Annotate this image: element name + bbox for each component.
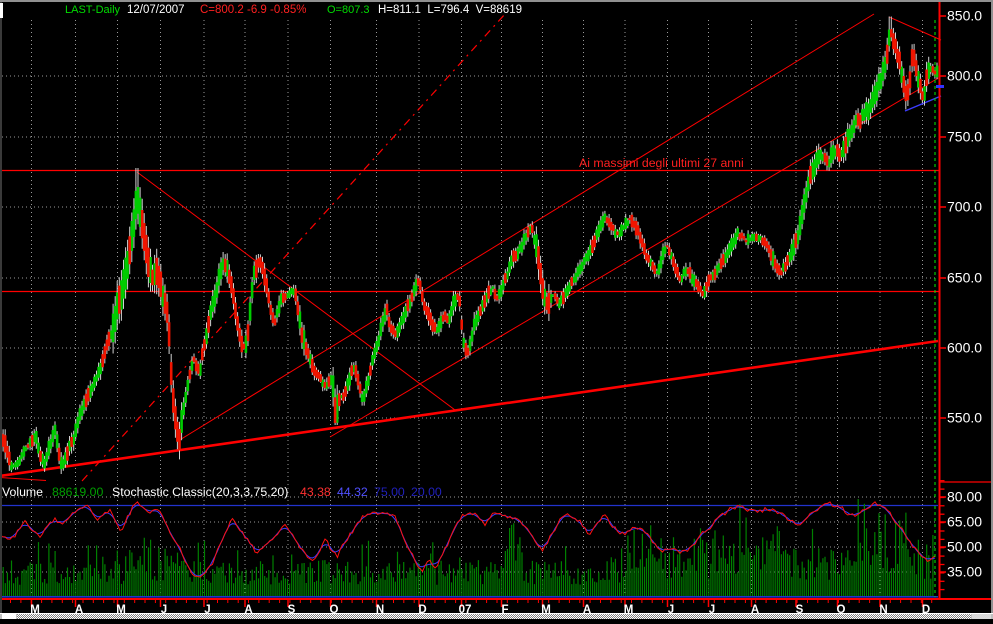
svg-text:M: M bbox=[30, 604, 40, 616]
svg-text:44.32: 44.32 bbox=[337, 485, 368, 499]
svg-text:Ai massimi degli ultimi 27 ann: Ai massimi degli ultimi 27 anni bbox=[579, 156, 744, 170]
svg-text:N: N bbox=[376, 604, 384, 616]
svg-text:F: F bbox=[501, 604, 508, 616]
svg-text:Stochastic Classic(20,3,3,75,2: Stochastic Classic(20,3,3,75,20) bbox=[112, 485, 288, 499]
svg-text:J: J bbox=[709, 604, 715, 616]
svg-text:88619.00: 88619.00 bbox=[52, 485, 103, 499]
svg-text:65.00: 65.00 bbox=[947, 514, 982, 530]
svg-text:O: O bbox=[330, 604, 339, 616]
svg-text:A: A bbox=[244, 604, 252, 616]
svg-text:Volume: Volume bbox=[2, 485, 43, 499]
svg-text:O: O bbox=[837, 604, 846, 616]
svg-text:800.0: 800.0 bbox=[947, 68, 982, 84]
svg-text:750.0: 750.0 bbox=[947, 129, 982, 145]
svg-text:600.0: 600.0 bbox=[947, 340, 982, 356]
svg-text:850.0: 850.0 bbox=[947, 8, 982, 24]
svg-text:C=800.2 -6.9 -0.85%: C=800.2 -6.9 -0.85% bbox=[200, 4, 306, 16]
svg-text:12/07/2007: 12/07/2007 bbox=[127, 4, 185, 16]
svg-text:43.38: 43.38 bbox=[300, 485, 331, 499]
svg-text:M: M bbox=[116, 604, 126, 616]
svg-text:75.00: 75.00 bbox=[374, 485, 405, 499]
svg-text:A: A bbox=[583, 604, 591, 616]
svg-text:A: A bbox=[75, 604, 83, 616]
svg-text:700.0: 700.0 bbox=[947, 199, 982, 215]
svg-text:50.00: 50.00 bbox=[947, 539, 982, 555]
svg-text:A: A bbox=[751, 604, 759, 616]
svg-text:M: M bbox=[541, 604, 551, 616]
svg-text:LAST-Daily: LAST-Daily bbox=[65, 4, 121, 16]
svg-text:J: J bbox=[204, 604, 210, 616]
svg-text:80.00: 80.00 bbox=[947, 489, 982, 505]
svg-text:J: J bbox=[161, 604, 167, 616]
svg-text:O=807.3: O=807.3 bbox=[327, 4, 370, 16]
svg-text:D: D bbox=[922, 604, 930, 616]
svg-text:N: N bbox=[879, 604, 887, 616]
svg-text:D: D bbox=[418, 604, 426, 616]
svg-text:550.0: 550.0 bbox=[947, 410, 982, 426]
svg-text:20.00: 20.00 bbox=[411, 485, 442, 499]
svg-text:S: S bbox=[796, 604, 804, 616]
svg-text:M: M bbox=[624, 604, 634, 616]
svg-text:H=811.1 L=796.4 V=88619: H=811.1 L=796.4 V=88619 bbox=[378, 4, 522, 16]
svg-text:J: J bbox=[668, 604, 674, 616]
svg-text:650.0: 650.0 bbox=[947, 270, 982, 286]
svg-text:35.00: 35.00 bbox=[947, 564, 982, 580]
svg-text:S: S bbox=[288, 604, 296, 616]
